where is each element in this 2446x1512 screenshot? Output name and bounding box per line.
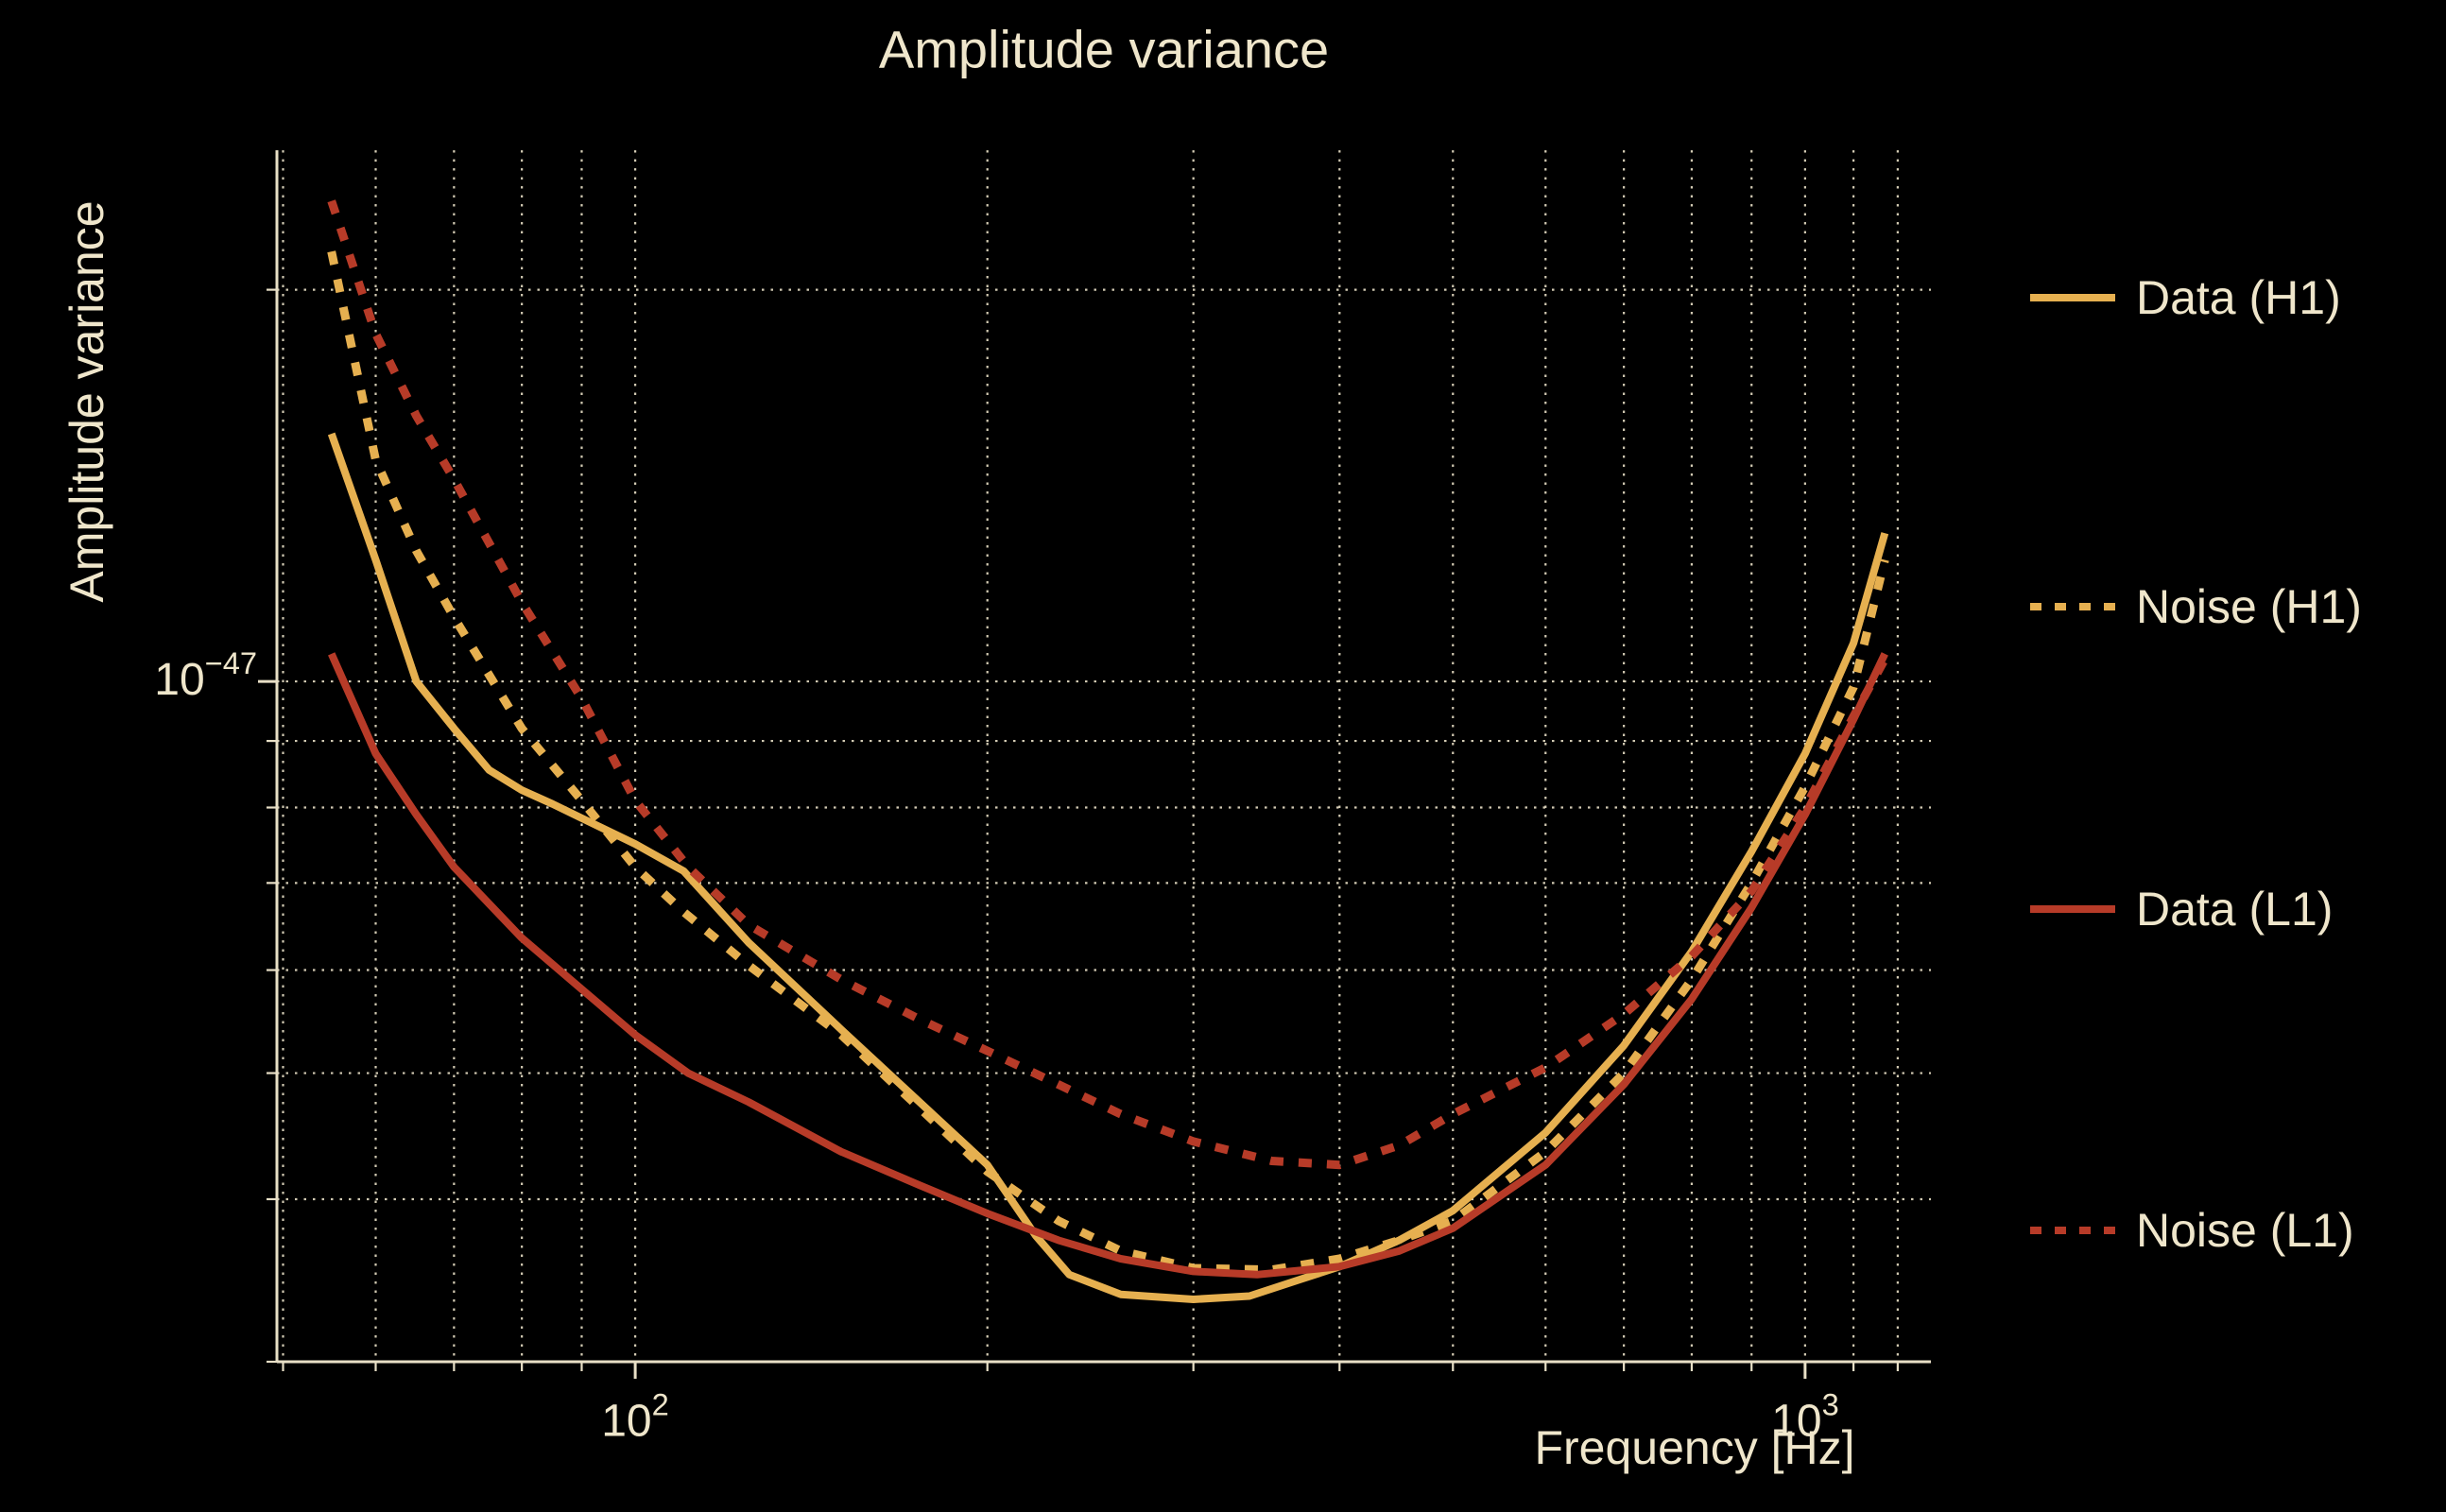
legend-line-data-h1 [2030,294,2115,301]
legend-line-data-l1 [2030,905,2115,913]
legend-item-data-l1: Data (L1) [2030,882,2333,936]
legend-label: Data (H1) [2136,271,2341,324]
legend-label: Noise (H1) [2136,580,2362,633]
legend-item-noise-l1: Noise (L1) [2030,1203,2354,1258]
legend-line-noise-l1 [2030,1227,2115,1234]
x-axis-label: Frequency [Hz] [1534,1421,1855,1474]
legend-item-noise-h1: Noise (H1) [2030,579,2362,634]
data-curves [327,199,1889,1303]
legend-label: Noise (L1) [2136,1204,2354,1257]
x-tick-base: 10 [601,1396,652,1447]
y-tick-base: 10 [154,654,205,705]
axis-spines [275,150,1931,1364]
legend-label: Data (L1) [2136,883,2334,936]
y-axis-label: Amplitude variance [60,200,113,603]
y-tick-label-1e-47: 10−47 [154,645,257,706]
x-tick-base: 10 [1771,1396,1822,1447]
x-tick-label-1000: 103 [1771,1387,1839,1448]
legend-item-data-h1: Data (H1) [2030,270,2341,325]
x-tick-exponent: 3 [1821,1386,1839,1422]
x-tick-label-100: 102 [601,1387,669,1448]
axis-ticks [258,288,1899,1379]
legend-line-noise-h1 [2030,603,2115,610]
gridlines [277,150,1931,1362]
y-tick-exponent: −47 [204,644,257,680]
page-title: Amplitude variance [878,19,1330,79]
x-tick-exponent: 2 [651,1386,669,1422]
